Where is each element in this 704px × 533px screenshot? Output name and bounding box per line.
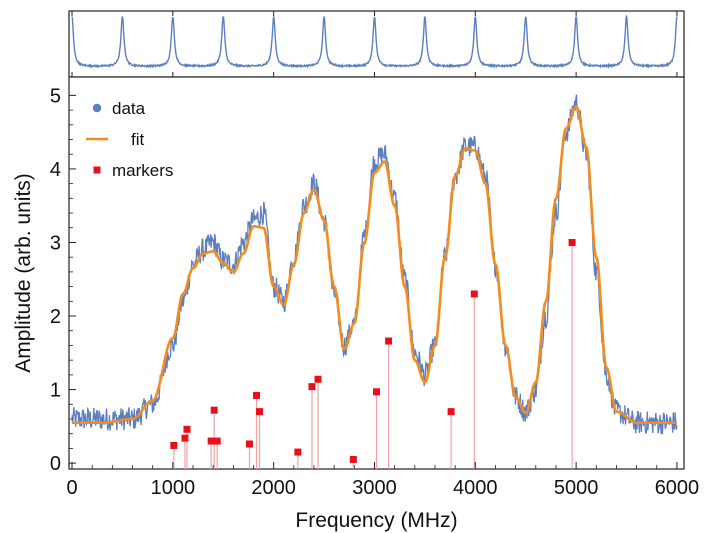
legend-data-label: data: [112, 99, 146, 118]
y-axis-title: Amplitude (arb. units): [12, 173, 35, 373]
legend: data fit markers: [86, 99, 173, 180]
x-tick-label: 2000: [251, 477, 296, 499]
marker-point: [207, 437, 215, 445]
marker-point: [170, 441, 178, 449]
top-panel-ticks: [71, 11, 678, 77]
marker-point: [385, 337, 393, 345]
inset-trace: [71, 14, 678, 69]
top-panel: [68, 10, 685, 78]
y-tick-label: 2: [50, 306, 61, 328]
marker-point: [245, 440, 253, 448]
x-tick-label: 6000: [655, 477, 700, 499]
marker-stems: [173, 242, 573, 469]
marker-point: [253, 391, 261, 399]
marker-point: [373, 388, 380, 396]
x-tick-label: 3000: [352, 477, 397, 499]
y-tick-label: 4: [50, 159, 61, 181]
x-axis-title: Frequency (MHz): [295, 509, 457, 532]
y-tick-label: 1: [50, 380, 61, 402]
marker-point: [447, 408, 455, 416]
x-axis-ticks: 0 1000 2000 3000 4000 5000 6000: [66, 462, 699, 499]
marker-point: [210, 406, 218, 414]
y-tick-label: 0: [50, 453, 61, 475]
marker-point: [256, 408, 264, 416]
x-tick-label: 5000: [554, 477, 599, 499]
x-tick-label: 0: [66, 477, 77, 499]
marker-point: [308, 383, 316, 391]
main-panel: 0 1000 2000 3000 4000 5000 6000 0 1 2 3 4 5 data fi…: [50, 76, 699, 499]
marker-point: [349, 455, 357, 463]
series-data-line: [71, 94, 678, 435]
legend-markers-label: markers: [112, 161, 173, 180]
y-tick-label: 3: [50, 232, 61, 254]
series-markers: [170, 238, 576, 463]
x-tick-label: 4000: [453, 477, 498, 499]
y-axis-ticks: 0 1 2 3 4 5: [50, 85, 76, 475]
legend-fit-label: fit: [131, 130, 145, 149]
legend-markers-symbol: [93, 166, 101, 174]
y-tick-label: 5: [50, 85, 61, 107]
marker-point: [213, 437, 221, 445]
marker-point: [181, 434, 189, 442]
x-tick-label: 1000: [151, 477, 196, 499]
marker-point: [294, 448, 302, 456]
marker-point: [568, 238, 576, 246]
marker-point: [183, 425, 191, 433]
legend-data-symbol: [92, 103, 102, 113]
series-fit-line: [71, 105, 678, 424]
marker-point: [470, 290, 478, 298]
marker-point: [314, 375, 322, 383]
